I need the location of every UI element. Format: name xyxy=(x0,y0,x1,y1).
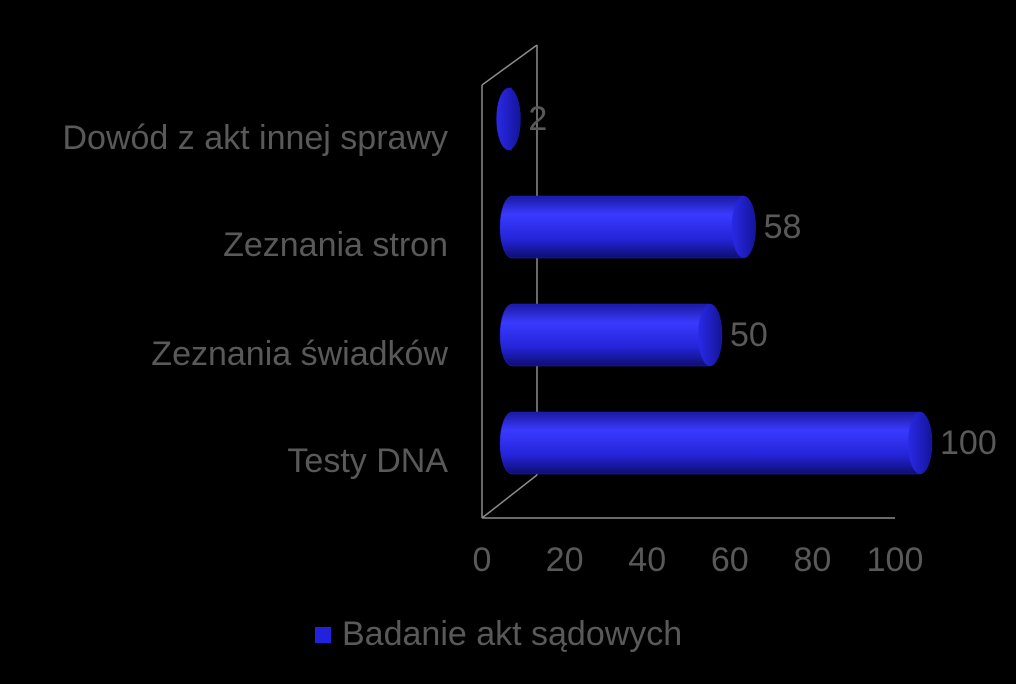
value-label: 58 xyxy=(764,208,802,246)
bar-cap xyxy=(698,304,722,366)
y-tick-label: Testy DNA xyxy=(287,442,448,480)
value-label: 2 xyxy=(528,100,547,138)
bar xyxy=(499,411,933,475)
bar-cap xyxy=(908,412,932,474)
x-tick-label: 60 xyxy=(711,541,749,579)
legend-swatch xyxy=(315,627,331,643)
y-tick-label: Zeznania stron xyxy=(223,226,448,264)
x-tick-label: 80 xyxy=(793,541,831,579)
y-tick-label: Zeznania świadków xyxy=(151,335,448,373)
bar xyxy=(499,303,723,367)
legend-label: Badanie akt sądowych xyxy=(342,615,682,653)
value-label: 100 xyxy=(940,424,997,462)
value-label: 50 xyxy=(730,316,768,354)
x-tick-label: 20 xyxy=(546,541,584,579)
bar xyxy=(499,195,756,259)
plot-frame xyxy=(481,44,895,519)
bar-cap xyxy=(731,196,756,258)
bar-cap xyxy=(496,88,521,150)
x-tick-label: 40 xyxy=(628,541,666,579)
x-tick-label: 100 xyxy=(867,541,924,579)
y-tick-label: Dowód z akt innej sprawy xyxy=(62,119,448,157)
x-tick-label: 0 xyxy=(473,541,492,579)
